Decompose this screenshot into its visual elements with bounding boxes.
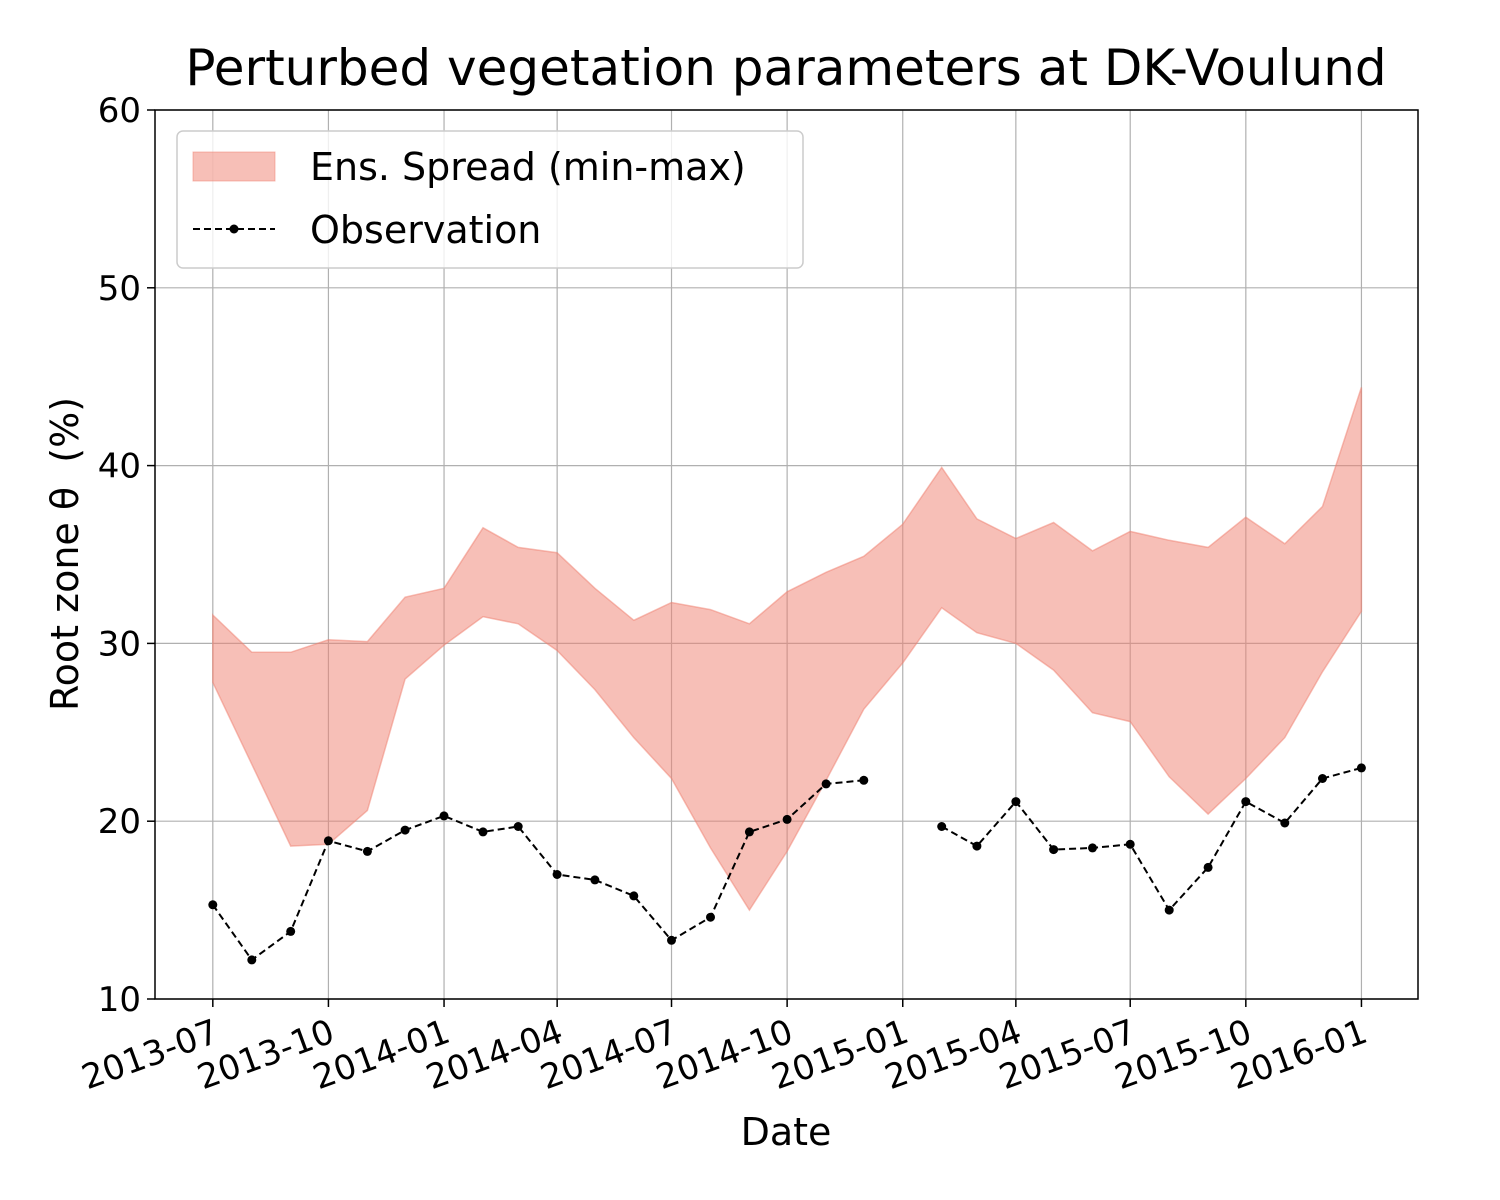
observation-point: [400, 825, 410, 835]
observation-point: [629, 891, 639, 901]
observation-point: [1241, 797, 1251, 807]
observation-point: [1011, 797, 1021, 807]
observation-point: [1125, 839, 1135, 849]
y-tick-label: 40: [98, 447, 141, 487]
observation-point: [821, 779, 831, 789]
spread-band-layer: [212, 387, 1363, 912]
observation-line: [941, 766, 1362, 912]
observation-point: [552, 870, 562, 879]
observation-point: [706, 912, 715, 922]
observation-point: [478, 827, 488, 837]
observation-point: [1280, 818, 1290, 828]
x-axis-ticks: 2013-072013-102014-012014-042014-072014-…: [77, 999, 1373, 1098]
observation-layer: [208, 763, 1366, 965]
observation-point: [972, 841, 982, 851]
legend-swatch-observation-marker: [229, 224, 239, 234]
observation-point: [362, 846, 372, 856]
legend-box: [176, 130, 804, 269]
observation-point: [513, 822, 523, 831]
observation-point: [323, 836, 333, 846]
observation-point: [439, 811, 449, 821]
observation-point: [1318, 774, 1327, 783]
observation-point: [247, 955, 257, 965]
observation-point: [590, 875, 600, 885]
observation-point: [744, 827, 754, 837]
y-tick-label: 10: [98, 980, 141, 1020]
x-axis-label: Date: [741, 1110, 832, 1154]
observation-point: [286, 926, 296, 936]
legend-label-spread: Ens. Spread (min-max): [310, 145, 746, 189]
observation-point: [667, 935, 676, 945]
observation-point: [859, 775, 869, 785]
chart-title: Perturbed vegetation parameters at DK-Vo…: [185, 39, 1386, 97]
observation-line: [211, 779, 864, 962]
y-tick-label: 50: [98, 269, 141, 309]
observation-point: [208, 900, 218, 910]
observation-point: [1088, 843, 1097, 853]
legend: Ens. Spread (min-max) Observation: [176, 130, 804, 269]
y-axis-label: Root zone θ (%): [43, 397, 87, 711]
observation-point: [782, 814, 792, 824]
legend-label-observation: Observation: [310, 208, 541, 252]
legend-swatch-spread: [192, 151, 276, 182]
y-tick-label: 20: [98, 802, 141, 842]
observation-point: [1164, 905, 1174, 915]
observation-point: [1203, 862, 1213, 872]
y-tick-label: 60: [98, 91, 141, 131]
ens-spread-band: [212, 387, 1363, 912]
y-axis-ticks: 10 20 30 40 50 60: [98, 91, 155, 1020]
observation-point: [1356, 763, 1366, 773]
observation-point: [1049, 845, 1059, 855]
observation-point: [937, 822, 947, 831]
y-tick-label: 30: [98, 624, 141, 664]
